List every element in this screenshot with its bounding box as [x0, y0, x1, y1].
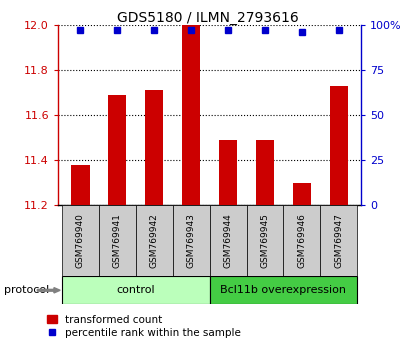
Bar [293, 183, 311, 205]
Bar [330, 86, 348, 205]
Bar [108, 95, 127, 205]
Text: control: control [116, 285, 155, 295]
Bar [99, 205, 136, 276]
Text: GSM769943: GSM769943 [187, 213, 195, 268]
Bar [283, 205, 320, 276]
Bar [320, 205, 357, 276]
Text: GSM769941: GSM769941 [113, 213, 122, 268]
Text: GSM769946: GSM769946 [298, 213, 306, 268]
Bar [136, 205, 173, 276]
Bar [62, 276, 210, 304]
Bar [173, 205, 210, 276]
Bar [219, 140, 237, 205]
Bar [71, 165, 90, 205]
Text: GSM769942: GSM769942 [150, 213, 159, 268]
Text: protocol: protocol [4, 285, 49, 295]
Text: GSM769944: GSM769944 [224, 213, 232, 268]
Text: GDS5180 / ILMN_2793616: GDS5180 / ILMN_2793616 [117, 11, 298, 25]
Text: Bcl11b overexpression: Bcl11b overexpression [220, 285, 347, 295]
Bar [210, 276, 357, 304]
Text: GSM769945: GSM769945 [261, 213, 269, 268]
Text: GSM769940: GSM769940 [76, 213, 85, 268]
Text: GSM769947: GSM769947 [334, 213, 343, 268]
Legend: transformed count, percentile rank within the sample: transformed count, percentile rank withi… [47, 315, 242, 338]
Bar [256, 140, 274, 205]
Bar [247, 205, 283, 276]
Bar [210, 205, 247, 276]
Bar [182, 25, 200, 205]
Bar [62, 205, 99, 276]
Bar [145, 90, 164, 205]
